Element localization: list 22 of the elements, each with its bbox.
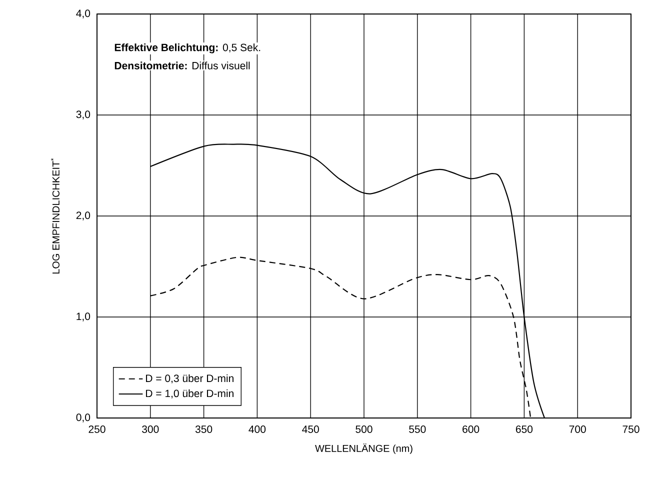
y-tick-label: 0,0 <box>76 414 90 422</box>
x-axis-title: WELLENLÄNGE (nm) <box>315 444 412 454</box>
legend-label: D = 1,0 über D-min <box>146 389 234 398</box>
x-tick-label: 250 <box>88 426 106 433</box>
y-tick-label: 4,0 <box>76 10 90 18</box>
y-tick-label: 1,0 <box>76 312 90 322</box>
x-tick-label: 600 <box>462 426 480 433</box>
y-tick-label: 3,0 <box>76 110 90 120</box>
x-tick-label: 500 <box>356 426 372 433</box>
x-tick-label: 450 <box>302 426 319 433</box>
annotation: Densitometrie: Diffus visuell <box>114 62 250 70</box>
x-tick-label: 350 <box>195 426 212 433</box>
x-tick-label: 300 <box>142 426 159 433</box>
x-tick-label: 650 <box>516 426 533 433</box>
x-tick-label: 400 <box>248 426 266 433</box>
y-tick-label: 2,0 <box>76 212 90 220</box>
legend-label: D = 0,3 über D-min <box>146 374 234 384</box>
y-axis-title: LOG EMPFINDLICHKEIT$^{*}$ <box>50 158 60 274</box>
x-tick-label: 700 <box>569 426 586 433</box>
x-tick-label: 550 <box>409 426 426 433</box>
annotation: Effektive Belichtung: 0,5 Sek. <box>114 43 260 54</box>
x-tick-label: 750 <box>622 426 640 433</box>
